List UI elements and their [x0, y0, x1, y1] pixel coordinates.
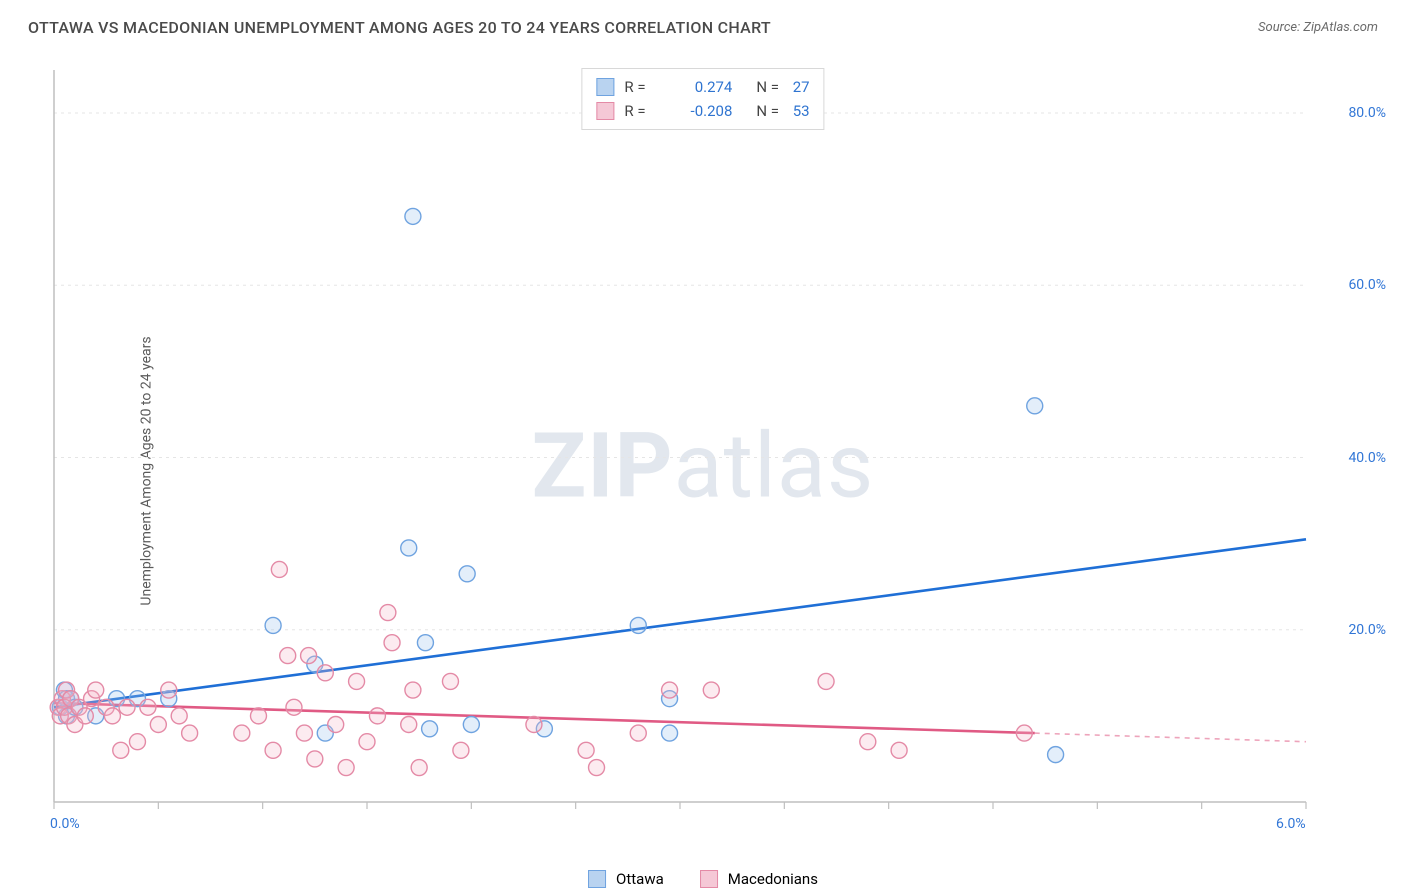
legend-swatch — [596, 102, 614, 120]
x-axis-tick-label-left: 0.0% — [50, 816, 80, 832]
legend-series: Ottawa Macedonians — [588, 870, 818, 888]
legend-r-label: R = — [624, 102, 660, 120]
y-axis-tick-label: 80.0% — [1348, 105, 1386, 121]
legend-swatch — [588, 870, 606, 888]
chart-title: OTTAWA VS MACEDONIAN UNEMPLOYMENT AMONG … — [28, 18, 771, 37]
scatter-plot — [46, 60, 1366, 850]
legend-series-label: Macedonians — [728, 870, 818, 888]
legend-series-label: Ottawa — [616, 870, 664, 888]
source-attribution: Source: ZipAtlas.com — [1258, 20, 1378, 35]
legend-correlation: R = 0.274 N = 27 R = -0.208 N = 53 — [581, 68, 824, 130]
x-axis-tick-label-right: 6.0% — [1276, 816, 1306, 832]
y-axis-tick-label: 60.0% — [1348, 277, 1386, 293]
title-bar: OTTAWA VS MACEDONIAN UNEMPLOYMENT AMONG … — [0, 0, 1406, 37]
y-axis-tick-label: 20.0% — [1348, 622, 1386, 638]
legend-correlation-row: R = 0.274 N = 27 — [596, 75, 809, 99]
y-axis-tick-label: 40.0% — [1348, 450, 1386, 466]
legend-correlation-row: R = -0.208 N = 53 — [596, 99, 809, 123]
legend-n-label: N = — [756, 78, 779, 96]
legend-series-item: Macedonians — [700, 870, 818, 888]
legend-swatch — [596, 78, 614, 96]
legend-r-label: R = — [624, 78, 660, 96]
legend-series-item: Ottawa — [588, 870, 664, 888]
legend-r-value: -0.208 — [670, 102, 732, 120]
legend-n-value: 27 — [789, 78, 810, 96]
legend-swatch — [700, 870, 718, 888]
legend-n-label: N = — [756, 102, 779, 120]
chart-area: Unemployment Among Ages 20 to 24 years Z… — [0, 50, 1406, 892]
legend-r-value: 0.274 — [670, 78, 732, 96]
legend-n-value: 53 — [789, 102, 810, 120]
